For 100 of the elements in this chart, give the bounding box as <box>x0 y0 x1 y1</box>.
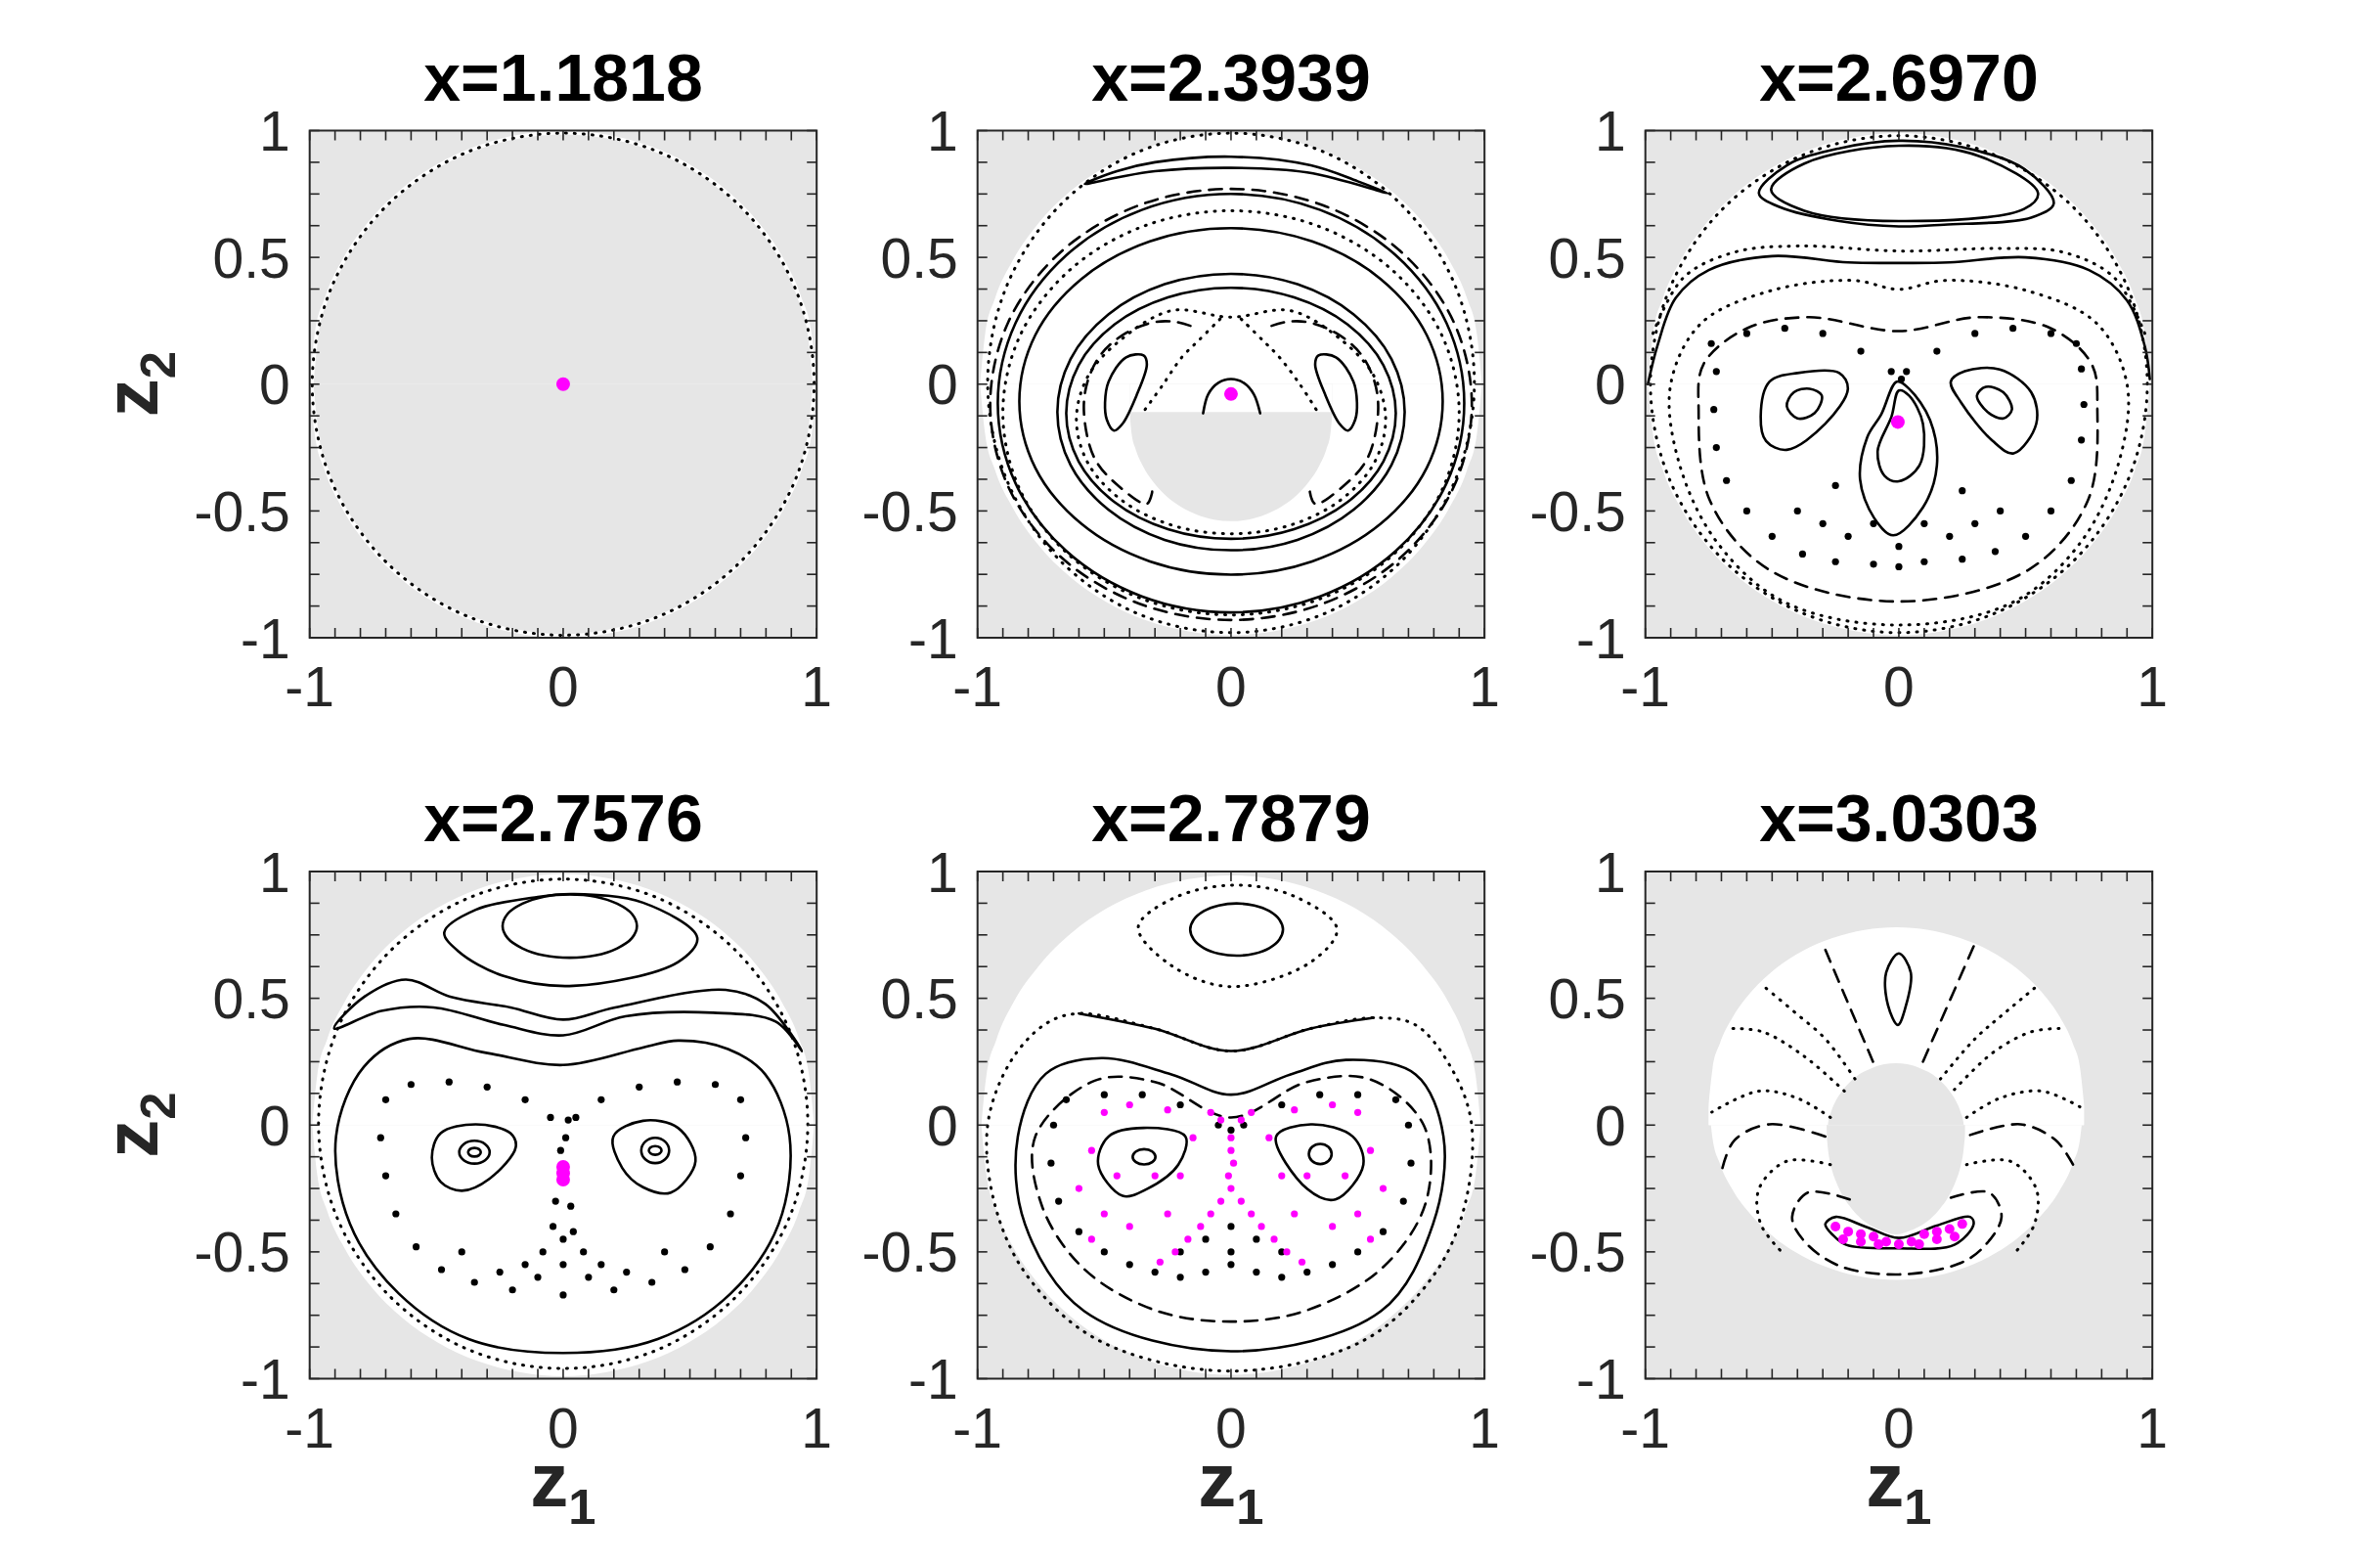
point <box>1075 1185 1082 1192</box>
point <box>1895 562 1903 571</box>
x-tick-label: 0 <box>548 655 579 718</box>
point <box>534 1274 542 1281</box>
point <box>1997 507 2005 514</box>
point <box>1257 1223 1265 1230</box>
point <box>392 1210 400 1218</box>
point <box>1227 1134 1235 1141</box>
point <box>561 1134 570 1141</box>
point <box>1113 1172 1121 1180</box>
point <box>1404 1121 1413 1129</box>
point <box>1831 481 1839 490</box>
point <box>1819 330 1827 337</box>
y-tick-label: 1 <box>927 840 958 904</box>
point <box>1151 1269 1159 1276</box>
point <box>470 1278 478 1286</box>
point <box>508 1286 516 1294</box>
point <box>1723 476 1731 484</box>
point <box>1270 1235 1278 1243</box>
y-tick-label: -1 <box>908 1348 958 1411</box>
point <box>1944 1224 1955 1234</box>
y-tick-label: 0.5 <box>1548 226 1626 290</box>
point <box>1207 1210 1214 1218</box>
point <box>1202 1269 1210 1276</box>
point <box>559 1291 567 1299</box>
point <box>1710 406 1718 414</box>
x-tick-label: 0 <box>1215 655 1247 718</box>
point <box>1869 1231 1879 1242</box>
point <box>1897 375 1906 383</box>
point <box>1843 1227 1854 1237</box>
point <box>1893 1239 1904 1250</box>
point <box>580 1248 588 1256</box>
point <box>1047 1159 1055 1167</box>
point <box>1125 1100 1133 1109</box>
point <box>1837 1233 1848 1244</box>
y-tick-label: -0.5 <box>861 479 958 543</box>
point <box>483 1083 491 1091</box>
point <box>1844 532 1852 540</box>
y-tick-label: 0.5 <box>212 226 290 290</box>
point <box>1918 1229 1929 1239</box>
point <box>1156 1258 1164 1266</box>
point <box>1184 1235 1192 1243</box>
point <box>2009 325 2017 333</box>
point <box>381 1096 390 1103</box>
point <box>1856 1236 1867 1247</box>
point <box>1329 1223 1337 1230</box>
point <box>1329 1261 1337 1269</box>
point <box>1253 1235 1260 1243</box>
y-tick-label: -0.5 <box>1529 1221 1626 1284</box>
line-series <box>1964 1089 2082 1119</box>
point <box>559 1261 567 1269</box>
point <box>1920 519 1928 527</box>
point <box>1819 519 1827 527</box>
point <box>2072 339 2081 347</box>
x-tick-label: 0 <box>1883 655 1915 718</box>
point <box>1949 1231 1960 1242</box>
y-tick-label: 0.5 <box>880 226 958 290</box>
line-series <box>1078 1011 1376 1052</box>
point <box>2080 400 2088 409</box>
x-tick-label: 1 <box>1469 1396 1501 1459</box>
point <box>1391 1096 1400 1103</box>
y-tick-label: 1 <box>1595 100 1626 163</box>
point <box>1920 558 1928 565</box>
point <box>1055 1197 1063 1205</box>
point <box>1248 1108 1256 1116</box>
y-tick-label: 0.5 <box>880 967 958 1031</box>
point <box>1291 1106 1299 1114</box>
point <box>1216 1116 1225 1124</box>
point <box>1707 339 1715 347</box>
point <box>1959 487 1966 495</box>
point <box>407 1081 415 1089</box>
point <box>610 1286 618 1294</box>
chart-title: x=2.7879 <box>1091 781 1371 855</box>
y-tick-label: -1 <box>908 606 958 670</box>
line-series <box>1721 1123 1828 1170</box>
chart-title: x=3.0303 <box>1759 781 2039 855</box>
point <box>1873 1239 1884 1250</box>
point <box>1957 1219 1967 1230</box>
point <box>681 1266 688 1274</box>
point <box>1100 1091 1108 1098</box>
point <box>727 1210 734 1218</box>
point <box>1216 1197 1225 1205</box>
point <box>1329 1100 1337 1109</box>
point <box>559 1235 567 1243</box>
point <box>674 1078 682 1086</box>
point <box>556 1146 564 1154</box>
point <box>1298 1258 1306 1266</box>
point <box>437 1266 446 1274</box>
point <box>539 1248 547 1256</box>
point <box>1379 1228 1388 1235</box>
point <box>1781 325 1788 333</box>
point <box>1100 1248 1108 1256</box>
point <box>496 1269 504 1276</box>
point <box>1049 1121 1058 1129</box>
point <box>1176 1172 1184 1180</box>
point <box>1229 1159 1238 1167</box>
point <box>1278 1274 1286 1281</box>
point <box>1164 1210 1171 1218</box>
point <box>2047 330 2055 337</box>
point <box>1197 1223 1205 1230</box>
